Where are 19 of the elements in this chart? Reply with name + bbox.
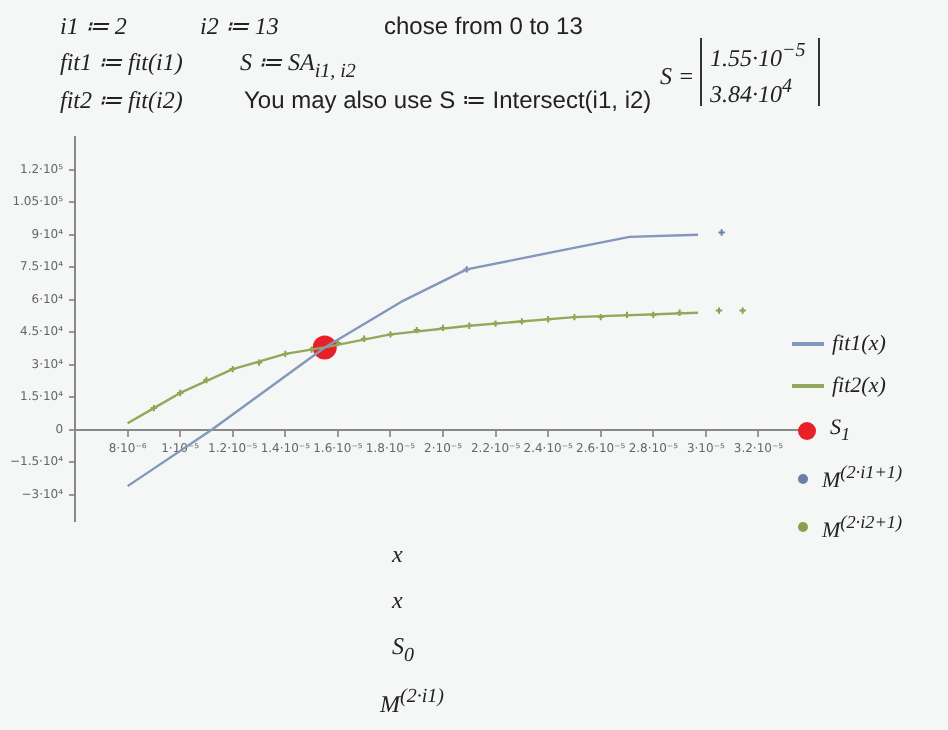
text: 3.84·10$^{4}$ <box>710 76 792 110</box>
text: M$^{(2·i1)}$ <box>380 686 444 720</box>
text: i2 ≔ 13 <box>200 12 279 42</box>
text: x <box>392 586 403 616</box>
text: fit2 ≔ fit(i2) <box>60 86 183 116</box>
text: You may also use S ≔ Intersect(i1, i2) <box>244 86 652 114</box>
legend-label: S$_{1}$ <box>830 416 851 445</box>
text: x <box>392 540 403 570</box>
text: 1.55·10$^{−5}$ <box>710 40 806 74</box>
text: fit1 ≔ fit(i1) <box>60 48 183 78</box>
text: S = <box>660 62 695 92</box>
text: chose from 0 to 13 <box>384 12 583 40</box>
legend-label: M$^{(2·i2+1)}$ <box>822 511 903 543</box>
text: S$_{0}$ <box>392 632 414 667</box>
text: i1 ≔ 2 <box>60 12 127 42</box>
text: S ≔ SA$_{i1, i2}$ <box>240 48 356 83</box>
legend-label: fit2(x) <box>832 374 886 398</box>
legend-label: M$^{(2·i1+1)}$ <box>822 462 903 494</box>
legend-label: fit1(x) <box>832 332 886 356</box>
